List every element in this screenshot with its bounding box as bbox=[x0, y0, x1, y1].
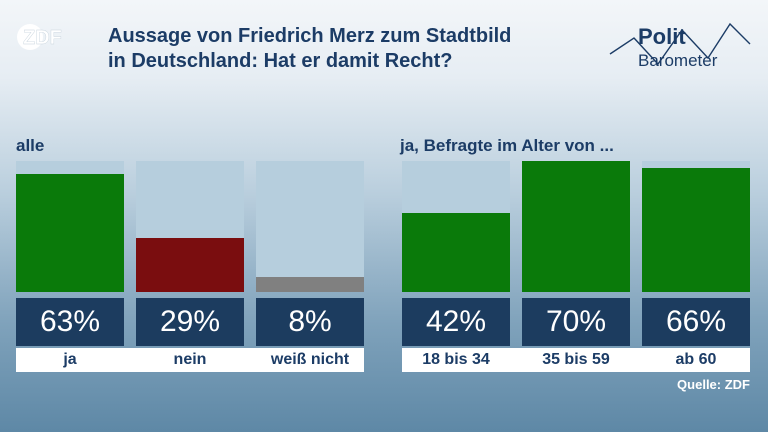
category-label-nein: nein bbox=[173, 351, 207, 368]
zdf-logo: ZDF bbox=[17, 24, 62, 50]
bar-track-ab-60 bbox=[642, 161, 750, 292]
category-strip-age bbox=[402, 348, 750, 372]
bar-track-35-59 bbox=[522, 161, 630, 292]
chart-title: Aussage von Friedrich Merz zum Stadtbild… bbox=[108, 24, 588, 74]
group-label-age: ja, Befragte im Alter von ... bbox=[400, 136, 614, 155]
value-label-18-34: 42% bbox=[402, 298, 510, 346]
bar-ja bbox=[16, 174, 124, 292]
bar-track-ja bbox=[16, 161, 124, 292]
politbarometer-line1: Polit bbox=[638, 24, 686, 49]
category-strip-alle bbox=[16, 348, 364, 372]
bar-track-nein bbox=[136, 161, 244, 292]
value-label-ab-60: 66% bbox=[642, 298, 750, 346]
politbarometer-logo: Polit Barometer bbox=[609, 22, 751, 70]
politbarometer-line2: Barometer bbox=[638, 51, 718, 70]
bar-35-bis-59 bbox=[522, 161, 630, 292]
value-label-35-59: 70% bbox=[522, 298, 630, 346]
category-label-35-59: 35 bis 59 bbox=[542, 351, 610, 368]
value-label-nein: 29% bbox=[136, 298, 244, 346]
politbarometer-line-icon bbox=[609, 22, 751, 66]
group-label-alle: alle bbox=[16, 136, 45, 155]
chart-title-line-2: in Deutschland: Hat er damit Recht? bbox=[108, 50, 453, 72]
value-label-weiss-nicht: 8% bbox=[256, 298, 364, 346]
bar-nein bbox=[136, 238, 244, 292]
bar-ab-60 bbox=[642, 168, 750, 292]
category-label-ja: ja bbox=[63, 351, 77, 368]
source-note: Quelle: ZDF bbox=[677, 377, 750, 392]
bar-weiss-nicht bbox=[256, 277, 364, 292]
chart-title-line-1: Aussage von Friedrich Merz zum Stadtbild bbox=[108, 25, 512, 47]
bar-18-bis-34 bbox=[402, 213, 510, 292]
bar-track-weiss-nicht bbox=[256, 161, 364, 292]
value-label-ja: 63% bbox=[16, 298, 124, 346]
category-label-ab-60: ab 60 bbox=[675, 351, 717, 368]
category-label-18-34: 18 bis 34 bbox=[422, 351, 490, 368]
zdf-logo-text: ZDF bbox=[23, 27, 62, 49]
bar-track-18-34 bbox=[402, 161, 510, 292]
category-label-weiss-nicht: weiß nicht bbox=[270, 351, 350, 368]
